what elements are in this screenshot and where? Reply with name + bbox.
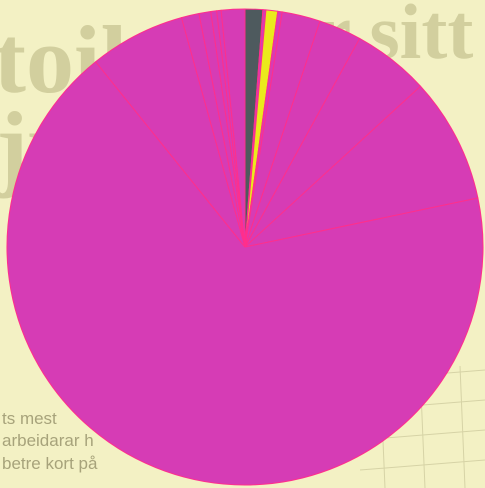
background-body-line: ts mest bbox=[2, 409, 57, 428]
pie-slice-14 bbox=[220, 8, 246, 248]
pie-slices bbox=[6, 8, 484, 486]
pie-slice-8 bbox=[6, 61, 484, 486]
background-body-line: arbeidarar h bbox=[2, 431, 94, 450]
pie-slice-7 bbox=[244, 85, 479, 248]
background-body-line: betre kort på bbox=[2, 454, 98, 473]
